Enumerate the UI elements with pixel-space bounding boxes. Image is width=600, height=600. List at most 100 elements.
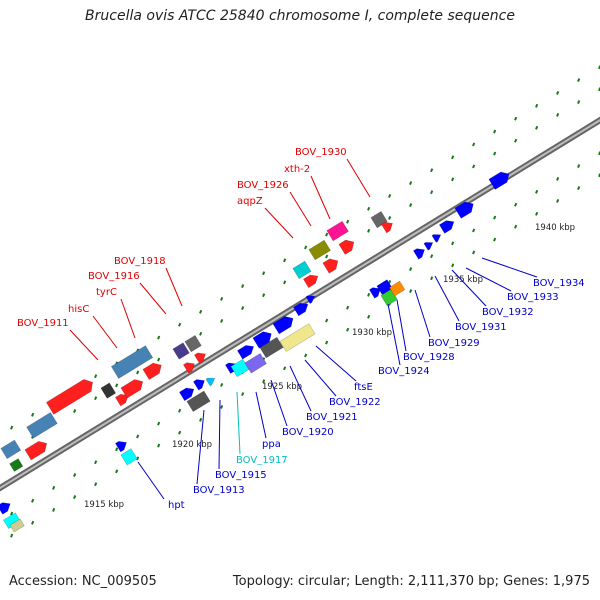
gene-feature (302, 274, 319, 289)
label-leader-line (137, 461, 165, 500)
track-tick (514, 224, 518, 229)
label-leader-line (196, 409, 205, 485)
gene-feature (45, 379, 93, 415)
gene-feature (431, 234, 442, 243)
track-tick (73, 495, 77, 500)
gene-label: BOV_1913 (193, 485, 245, 496)
gene-label: xth-2 (284, 164, 310, 175)
gene-feature (192, 379, 205, 391)
gene-label: hisC (68, 304, 89, 315)
track-tick (220, 318, 224, 323)
gene-label: BOV_1917 (236, 455, 288, 466)
track-tick (199, 331, 203, 336)
gene-label: BOV_1920 (282, 427, 334, 438)
gene-label: BOV_1921 (306, 412, 358, 423)
label-leader-line (289, 191, 312, 227)
track-tick (178, 430, 182, 435)
gene-feature (279, 323, 316, 353)
gene-feature (184, 334, 202, 353)
label-leader-line (346, 158, 371, 198)
track-tick (388, 215, 392, 220)
gene-feature (9, 518, 25, 533)
track-tick (220, 382, 224, 387)
track-tick (31, 520, 35, 525)
accession-text: Accession: NC_009505 (9, 574, 157, 589)
gene-feature (100, 382, 117, 399)
track-tick (430, 168, 434, 173)
track-tick (283, 366, 287, 371)
track-tick (178, 322, 182, 327)
track-tick (220, 404, 224, 409)
track-tick (514, 202, 518, 207)
track-tick (73, 409, 77, 414)
gene-feature (388, 280, 406, 297)
gene-feature (322, 258, 339, 274)
gene-feature (120, 379, 144, 399)
track-tick (556, 198, 560, 203)
scale-tick-label: 1935 kbp (443, 275, 483, 285)
track-tick (283, 258, 287, 263)
gene-label: hpt (168, 500, 185, 511)
track-tick (304, 245, 308, 250)
label-leader-line (481, 257, 538, 278)
track-tick (241, 306, 245, 311)
track-tick (409, 181, 413, 186)
track-tick (493, 129, 497, 134)
track-tick (115, 469, 119, 474)
track-tick (94, 396, 98, 401)
track-tick (409, 267, 413, 272)
label-leader-line (315, 345, 357, 382)
track-tick (409, 203, 413, 208)
gene-feature (292, 302, 309, 317)
track-tick (493, 215, 497, 220)
track-tick (577, 186, 581, 191)
track-tick (283, 280, 287, 285)
gene-feature (412, 248, 425, 260)
track-tick (493, 151, 497, 156)
track-tick (430, 254, 434, 259)
gene-label: BOV_1932 (482, 307, 534, 318)
track-tick (94, 374, 98, 379)
track-tick (577, 100, 581, 105)
track-tick (115, 447, 119, 452)
track-tick (472, 250, 476, 255)
gene-feature (305, 295, 316, 305)
track-tick (451, 177, 455, 182)
map-title: Brucella ovis ATCC 25840 chromosome I, c… (85, 8, 515, 24)
track-tick (325, 318, 329, 323)
track-tick (577, 164, 581, 169)
scale-tick-label: 1915 kbp (84, 500, 124, 510)
gene-feature (488, 171, 510, 190)
gene-label: ppa (262, 439, 281, 450)
gene-label: ftsE (354, 382, 373, 393)
gene-feature (0, 439, 22, 460)
track-tick (472, 164, 476, 169)
track-tick (367, 228, 371, 233)
scale-tick-label: 1925 kbp (262, 382, 302, 392)
track-tick (514, 138, 518, 143)
track-tick (178, 408, 182, 413)
track-tick (577, 78, 581, 83)
track-tick (556, 90, 560, 95)
gene-feature (368, 287, 381, 299)
gene-feature (142, 362, 162, 381)
label-leader-line (310, 175, 331, 220)
track-tick (535, 211, 539, 216)
track-tick (325, 232, 329, 237)
gene-feature (120, 448, 138, 466)
track-tick (493, 237, 497, 242)
track-tick (346, 219, 350, 224)
gene-label: BOV_1916 (88, 271, 140, 282)
scale-tick-label: 1930 kbp (352, 328, 392, 338)
track-tick (451, 241, 455, 246)
track-tick (556, 176, 560, 181)
track-tick (556, 112, 560, 117)
track-tick (157, 443, 161, 448)
label-leader-line (451, 269, 487, 307)
track-tick (346, 305, 350, 310)
label-leader-line (434, 275, 460, 322)
gene-feature (24, 441, 48, 461)
gene-feature (272, 316, 294, 335)
track-tick (10, 533, 14, 538)
